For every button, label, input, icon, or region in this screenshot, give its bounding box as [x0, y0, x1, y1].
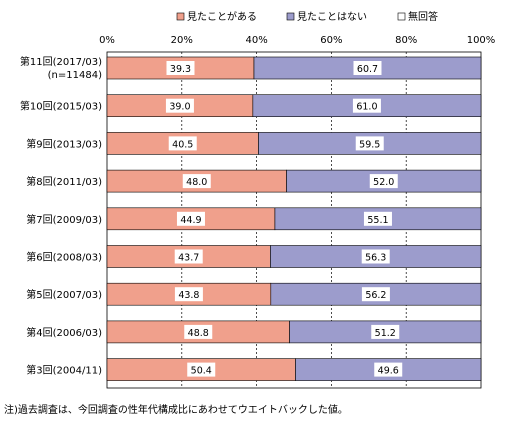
category-label: 第9回(2013/03)	[26, 137, 102, 150]
data-label: 60.7	[357, 64, 378, 75]
footnote: 注)過去調査は、今回調査の性年代構成比にあわせてウエイトバックした値。	[4, 405, 348, 416]
data-label: 48.0	[186, 177, 207, 188]
data-label: 55.1	[367, 215, 388, 226]
category-label: 第3回(2004/11)	[26, 364, 102, 377]
category-label: 第8回(2011/03)	[26, 175, 102, 188]
x-tick-label: 0%	[99, 35, 115, 46]
data-label: 39.3	[170, 64, 191, 75]
data-label-box	[374, 362, 403, 377]
category-label: 第4回(2006/03)	[26, 326, 102, 339]
data-label: 43.8	[178, 290, 199, 301]
data-label-box	[165, 98, 194, 113]
x-tick-label: 100%	[467, 35, 496, 46]
data-label-box	[174, 249, 203, 264]
legend-swatch	[397, 12, 406, 21]
data-label-box	[363, 211, 392, 226]
data-label: 43.7	[178, 253, 199, 264]
data-label: 50.4	[191, 366, 212, 377]
data-label-box	[176, 211, 205, 226]
data-label: 39.0	[169, 102, 190, 113]
data-label-box	[352, 98, 381, 113]
data-label-box	[187, 362, 216, 377]
x-tick-label: 40%	[245, 35, 267, 46]
data-label: 48.8	[188, 328, 209, 339]
x-tick-label: 20%	[171, 35, 193, 46]
data-label-box	[355, 136, 384, 151]
category-label: 第7回(2009/03)	[26, 213, 102, 226]
data-label-box	[361, 249, 390, 264]
legend-swatch	[176, 12, 185, 21]
legend-label: 無回答	[408, 10, 438, 23]
data-label-box	[353, 61, 382, 75]
data-label: 59.5	[359, 139, 380, 150]
category-label: 第11回(2017/03)	[20, 55, 102, 68]
category-label: 第10回(2015/03)	[20, 100, 102, 113]
data-label: 52.0	[373, 177, 394, 188]
data-label: 61.0	[356, 102, 377, 113]
category-sublabel: (n=11484)	[48, 70, 102, 81]
data-label-box	[184, 324, 213, 339]
category-label: 第6回(2008/03)	[26, 251, 102, 264]
legend-label: 見たことはない	[297, 11, 367, 23]
stacked-bar-chart: 見たことがある 見たことはない 無回答 0% 20% 40% 60% 80% 100% 第11回(…	[20, 10, 496, 389]
data-label-box	[166, 61, 195, 75]
data-label-box	[369, 174, 398, 189]
data-label-box	[371, 324, 400, 339]
data-label: 49.6	[378, 366, 399, 377]
data-label-box	[168, 136, 197, 151]
data-label-box	[182, 174, 211, 189]
data-label: 56.2	[365, 290, 386, 301]
data-label-box	[361, 287, 390, 302]
legend-swatch	[286, 12, 295, 21]
category-label: 第5回(2007/03)	[26, 288, 102, 301]
x-tick-label: 60%	[320, 35, 342, 46]
data-label: 44.9	[180, 215, 201, 226]
data-label: 51.2	[375, 328, 396, 339]
x-tick-label: 80%	[395, 35, 417, 46]
legend-label: 見たことがある	[187, 10, 257, 23]
data-label: 40.5	[172, 139, 193, 150]
data-label-box	[174, 287, 203, 302]
data-label: 56.3	[365, 253, 386, 264]
